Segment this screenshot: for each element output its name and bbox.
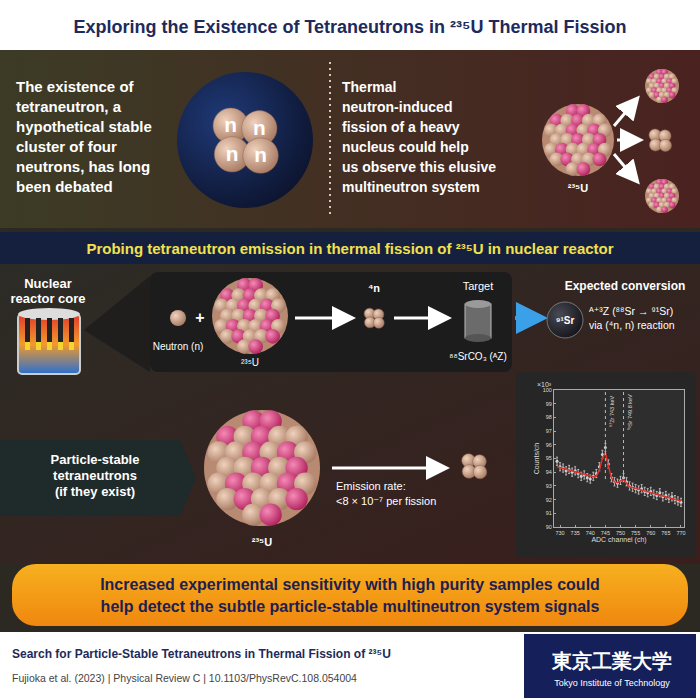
svg-text:745: 745: [601, 530, 610, 536]
svg-text:hypothetical stable: hypothetical stable: [16, 118, 152, 135]
svg-text:us observe this elusive: us observe this elusive: [342, 159, 496, 175]
svg-text:99: 99: [546, 401, 552, 407]
svg-text:⁹⁷Zr 743 keV: ⁹⁷Zr 743 keV: [609, 396, 615, 428]
svg-text:been debated: been debated: [16, 178, 113, 195]
svg-text:cluster of four: cluster of four: [16, 138, 117, 155]
svg-text:+: +: [195, 309, 204, 326]
svg-text:neutrons, has long: neutrons, has long: [16, 158, 150, 175]
svg-text:Emission rate:: Emission rate:: [336, 480, 406, 492]
svg-text:tetraneutrons: tetraneutrons: [53, 468, 137, 483]
svg-text:²³⁵U: ²³⁵U: [241, 357, 259, 368]
svg-text:multineutron system: multineutron system: [342, 179, 480, 195]
svg-text:n: n: [224, 113, 237, 136]
svg-text:98: 98: [546, 414, 552, 420]
svg-text:Neutron (n): Neutron (n): [153, 341, 204, 352]
svg-text:740: 740: [586, 530, 595, 536]
svg-text:ᴬ⁺³Z (⁸⁸Sr → ⁹¹Sr): ᴬ⁺³Z (⁸⁸Sr → ⁹¹Sr): [588, 305, 673, 317]
svg-text:Exploring the Existence of Tet: Exploring the Existence of Tetraneutrons…: [73, 17, 626, 37]
svg-text:Tokyo Institute of Technology: Tokyo Institute of Technology: [554, 678, 670, 688]
svg-text:n: n: [226, 142, 239, 165]
svg-text:neutron-induced: neutron-induced: [342, 99, 452, 115]
svg-text:⁸⁸SrCO₃ (ᴬZ): ⁸⁸SrCO₃ (ᴬZ): [449, 351, 507, 362]
svg-text:96: 96: [546, 442, 552, 448]
svg-text:Counts/ch: Counts/ch: [533, 443, 540, 475]
svg-text:750: 750: [616, 530, 625, 536]
svg-text:Thermal: Thermal: [342, 79, 396, 95]
svg-text:94: 94: [546, 469, 552, 475]
svg-text:765: 765: [661, 530, 670, 536]
svg-text:92: 92: [546, 497, 552, 503]
svg-text:730: 730: [555, 530, 564, 536]
svg-text:Search for Particle-Stable Tet: Search for Particle-Stable Tetraneutrons…: [12, 647, 391, 661]
svg-text:Probing tetraneutron emission: Probing tetraneutron emission in thermal…: [86, 240, 613, 257]
svg-text:760: 760: [646, 530, 655, 536]
svg-text:<8 × 10⁻⁷ per fission: <8 × 10⁻⁷ per fission: [336, 495, 436, 507]
svg-text:×10³: ×10³: [537, 381, 552, 388]
svg-text:help detect the subtle particl: help detect the subtle particle-stable m…: [101, 598, 600, 615]
svg-text:via (⁴n, n) reaction: via (⁴n, n) reaction: [589, 319, 675, 331]
svg-text:Nuclear: Nuclear: [24, 276, 72, 291]
svg-text:(if they exist): (if they exist): [55, 484, 135, 499]
svg-text:n: n: [254, 143, 267, 166]
svg-text:Increased experimental sensiti: Increased experimental sensitivity with …: [100, 576, 600, 593]
svg-text:97: 97: [546, 428, 552, 434]
svg-text:n: n: [253, 116, 266, 139]
svg-text:ADC channel (ch): ADC channel (ch): [591, 536, 646, 544]
svg-text:²³⁵U: ²³⁵U: [568, 182, 588, 194]
svg-text:90: 90: [546, 524, 552, 530]
svg-text:770: 770: [676, 530, 685, 536]
svg-text:100: 100: [543, 387, 552, 393]
svg-text:95: 95: [546, 455, 552, 461]
svg-text:The existence of: The existence of: [16, 78, 135, 95]
svg-text:nucleus could help: nucleus could help: [342, 139, 469, 155]
svg-text:⁹¹Sr: ⁹¹Sr: [556, 315, 575, 326]
svg-text:Fujioka et al. (2023) | Physic: Fujioka et al. (2023) | Physical Review …: [12, 672, 357, 684]
svg-text:Particle-stable: Particle-stable: [51, 452, 140, 467]
svg-text:93: 93: [546, 483, 552, 489]
svg-text:⁴n: ⁴n: [368, 282, 380, 294]
svg-text:東京工業大学: 東京工業大学: [551, 650, 672, 672]
svg-text:Target: Target: [463, 280, 494, 292]
svg-text:tetraneutron, a: tetraneutron, a: [16, 98, 122, 115]
svg-text:755: 755: [631, 530, 640, 536]
svg-text:reactor core: reactor core: [10, 291, 85, 306]
svg-text:91: 91: [546, 510, 552, 516]
svg-text:²³⁵U: ²³⁵U: [252, 536, 272, 548]
svg-text:735: 735: [571, 530, 580, 536]
svg-text:Expected conversion: Expected conversion: [565, 279, 686, 293]
svg-text:⁹¹Sr 749.8 keV: ⁹¹Sr 749.8 keV: [627, 394, 633, 430]
svg-text:fission of a heavy: fission of a heavy: [342, 119, 460, 135]
